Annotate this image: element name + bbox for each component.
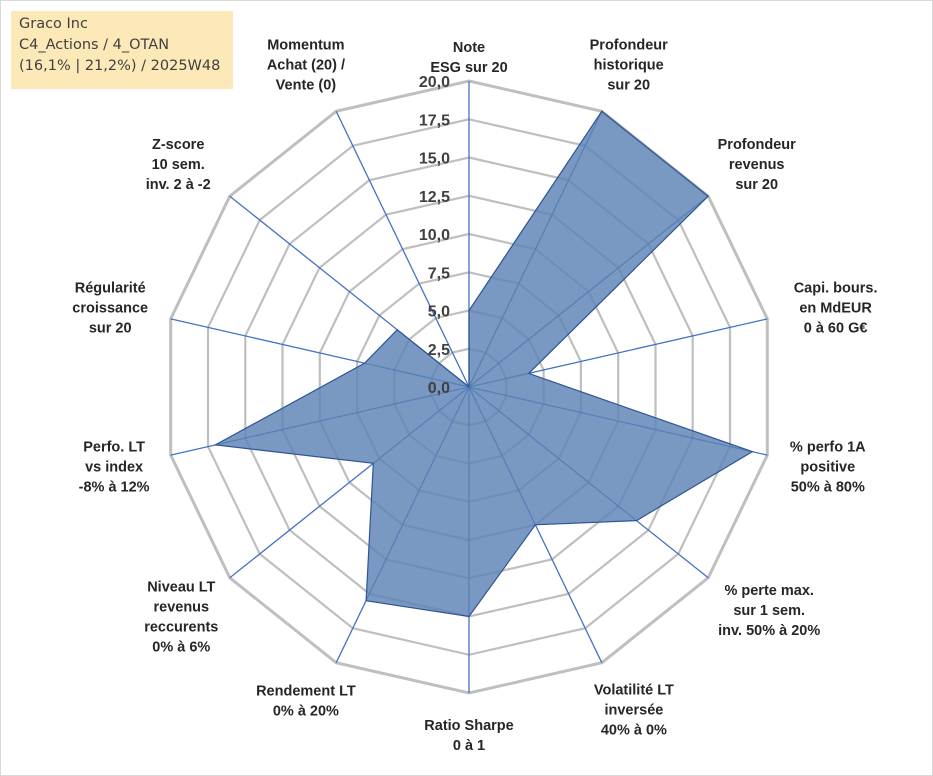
spoke-13 [335, 111, 470, 388]
category-label-0-line-1: ESG sur 20 [430, 60, 507, 76]
category-label-5-line-2: inv. 50% à 20% [718, 623, 820, 639]
category-label-3-line-0: Capi. bours. [794, 280, 878, 296]
category-label-3-line-2: 0 à 60 G€ [804, 320, 868, 336]
category-label-11-line-2: sur 20 [89, 320, 132, 336]
category-label-6-line-2: 40% à 0% [601, 723, 667, 739]
category-label-2: Profondeur revenus sur 20 [718, 137, 796, 193]
category-label-7-line-1: 0 à 1 [453, 738, 485, 754]
tick-label-8: 20,0 [419, 74, 450, 91]
category-label-1-line-1: historique [594, 58, 664, 74]
category-label-11: Régularité croissance sur 20 [72, 280, 148, 336]
category-label-6-line-0: Volatilité LT [594, 683, 674, 699]
category-label-3-line-1: en MdEUR [799, 300, 872, 316]
category-label-4-line-0: % perfo 1A [790, 440, 866, 456]
category-label-13-line-0: Momentum [267, 38, 344, 54]
portfolio-label: C4_Actions / 4_OTAN [19, 37, 170, 53]
category-label-2-line-0: Profondeur [718, 137, 796, 153]
category-label-2-line-2: sur 20 [735, 177, 778, 193]
category-label-3: Capi. bours. en MdEUR 0 à 60 G€ [794, 280, 878, 336]
performance-stats: (16,1% | 21,2%) / 2025W48 [19, 58, 221, 74]
category-label-4-line-1: positive [800, 460, 855, 476]
info-box: Graco Inc C4_Actions / 4_OTAN (16,1% | 2… [11, 11, 233, 89]
category-label-12-line-0: Z-score [152, 137, 204, 153]
category-label-9-line-2: reccurents [144, 619, 218, 635]
category-label-12: Z-score 10 sem. inv. 2 à -2 [146, 137, 211, 193]
category-label-13-line-1: Achat (20) / [267, 58, 345, 74]
category-label-4-line-2: 50% à 80% [791, 480, 865, 496]
category-label-11-line-1: croissance [72, 300, 148, 316]
category-label-12-line-1: 10 sem. [152, 157, 205, 173]
tick-label-7: 17,5 [419, 112, 450, 129]
category-label-1-line-0: Profondeur [590, 38, 668, 54]
category-label-0: Note ESG sur 20 [430, 40, 507, 76]
category-label-9-line-0: Niveau LT [147, 579, 215, 595]
category-label-7-line-0: Ratio Sharpe [424, 718, 513, 734]
series-area-0 [213, 110, 754, 618]
category-label-13-line-2: Vente (0) [276, 78, 337, 94]
category-label-10-line-0: Perfo. LT [83, 440, 145, 456]
category-label-6-line-1: inversée [604, 703, 663, 719]
category-label-1-line-2: sur 20 [607, 78, 650, 94]
radar-tick-labels: 0,0 2,5 5,0 7,5 10,0 12,5 15,0 17,5 20,0 [419, 74, 450, 397]
company-name: Graco Inc [19, 16, 88, 32]
tick-label-5: 12,5 [419, 189, 450, 206]
category-label-5-line-0: % perte max. [724, 583, 813, 599]
category-label-0-line-0: Note [453, 40, 485, 56]
tick-label-1: 2,5 [428, 342, 450, 359]
category-label-8-line-1: 0% à 20% [273, 704, 339, 720]
category-label-5: % perte max. sur 1 sem. inv. 50% à 20% [718, 583, 820, 639]
category-label-11-line-0: Régularité [75, 280, 146, 296]
radar-series [213, 110, 754, 618]
category-label-7: Ratio Sharpe 0 à 1 [424, 718, 513, 754]
category-label-12-line-2: inv. 2 à -2 [146, 177, 211, 193]
category-label-9-line-1: revenus [153, 599, 209, 615]
tick-label-2: 5,0 [428, 304, 450, 321]
category-label-10-line-2: -8% à 12% [79, 480, 150, 496]
category-label-5-line-1: sur 1 sem. [733, 603, 805, 619]
tick-label-3: 7,5 [428, 265, 450, 282]
category-label-9: Niveau LT revenus reccurents 0% à 6% [144, 579, 218, 655]
category-label-8: Rendement LT 0% à 20% [256, 684, 356, 720]
tick-label-0: 0,0 [428, 380, 450, 397]
category-label-1: Profondeur historique sur 20 [590, 38, 668, 94]
category-label-8-line-0: Rendement LT [256, 684, 356, 700]
category-label-4: % perfo 1A positive 50% à 80% [790, 440, 866, 496]
radar-category-labels: Note ESG sur 20 Profondeur historique sur 20… [72, 38, 877, 755]
category-label-9-line-3: 0% à 6% [152, 639, 210, 655]
category-label-6: Volatilité LT inversée 40% à 0% [594, 683, 674, 739]
category-label-10: Perfo. LT vs index -8% à 12% [79, 440, 150, 496]
category-label-13: Momentum Achat (20) / Vente (0) [267, 38, 345, 94]
category-label-2-line-1: revenus [729, 157, 785, 173]
tick-label-6: 15,0 [419, 151, 450, 168]
tick-label-4: 10,0 [419, 227, 450, 244]
category-label-10-line-1: vs index [85, 460, 143, 476]
